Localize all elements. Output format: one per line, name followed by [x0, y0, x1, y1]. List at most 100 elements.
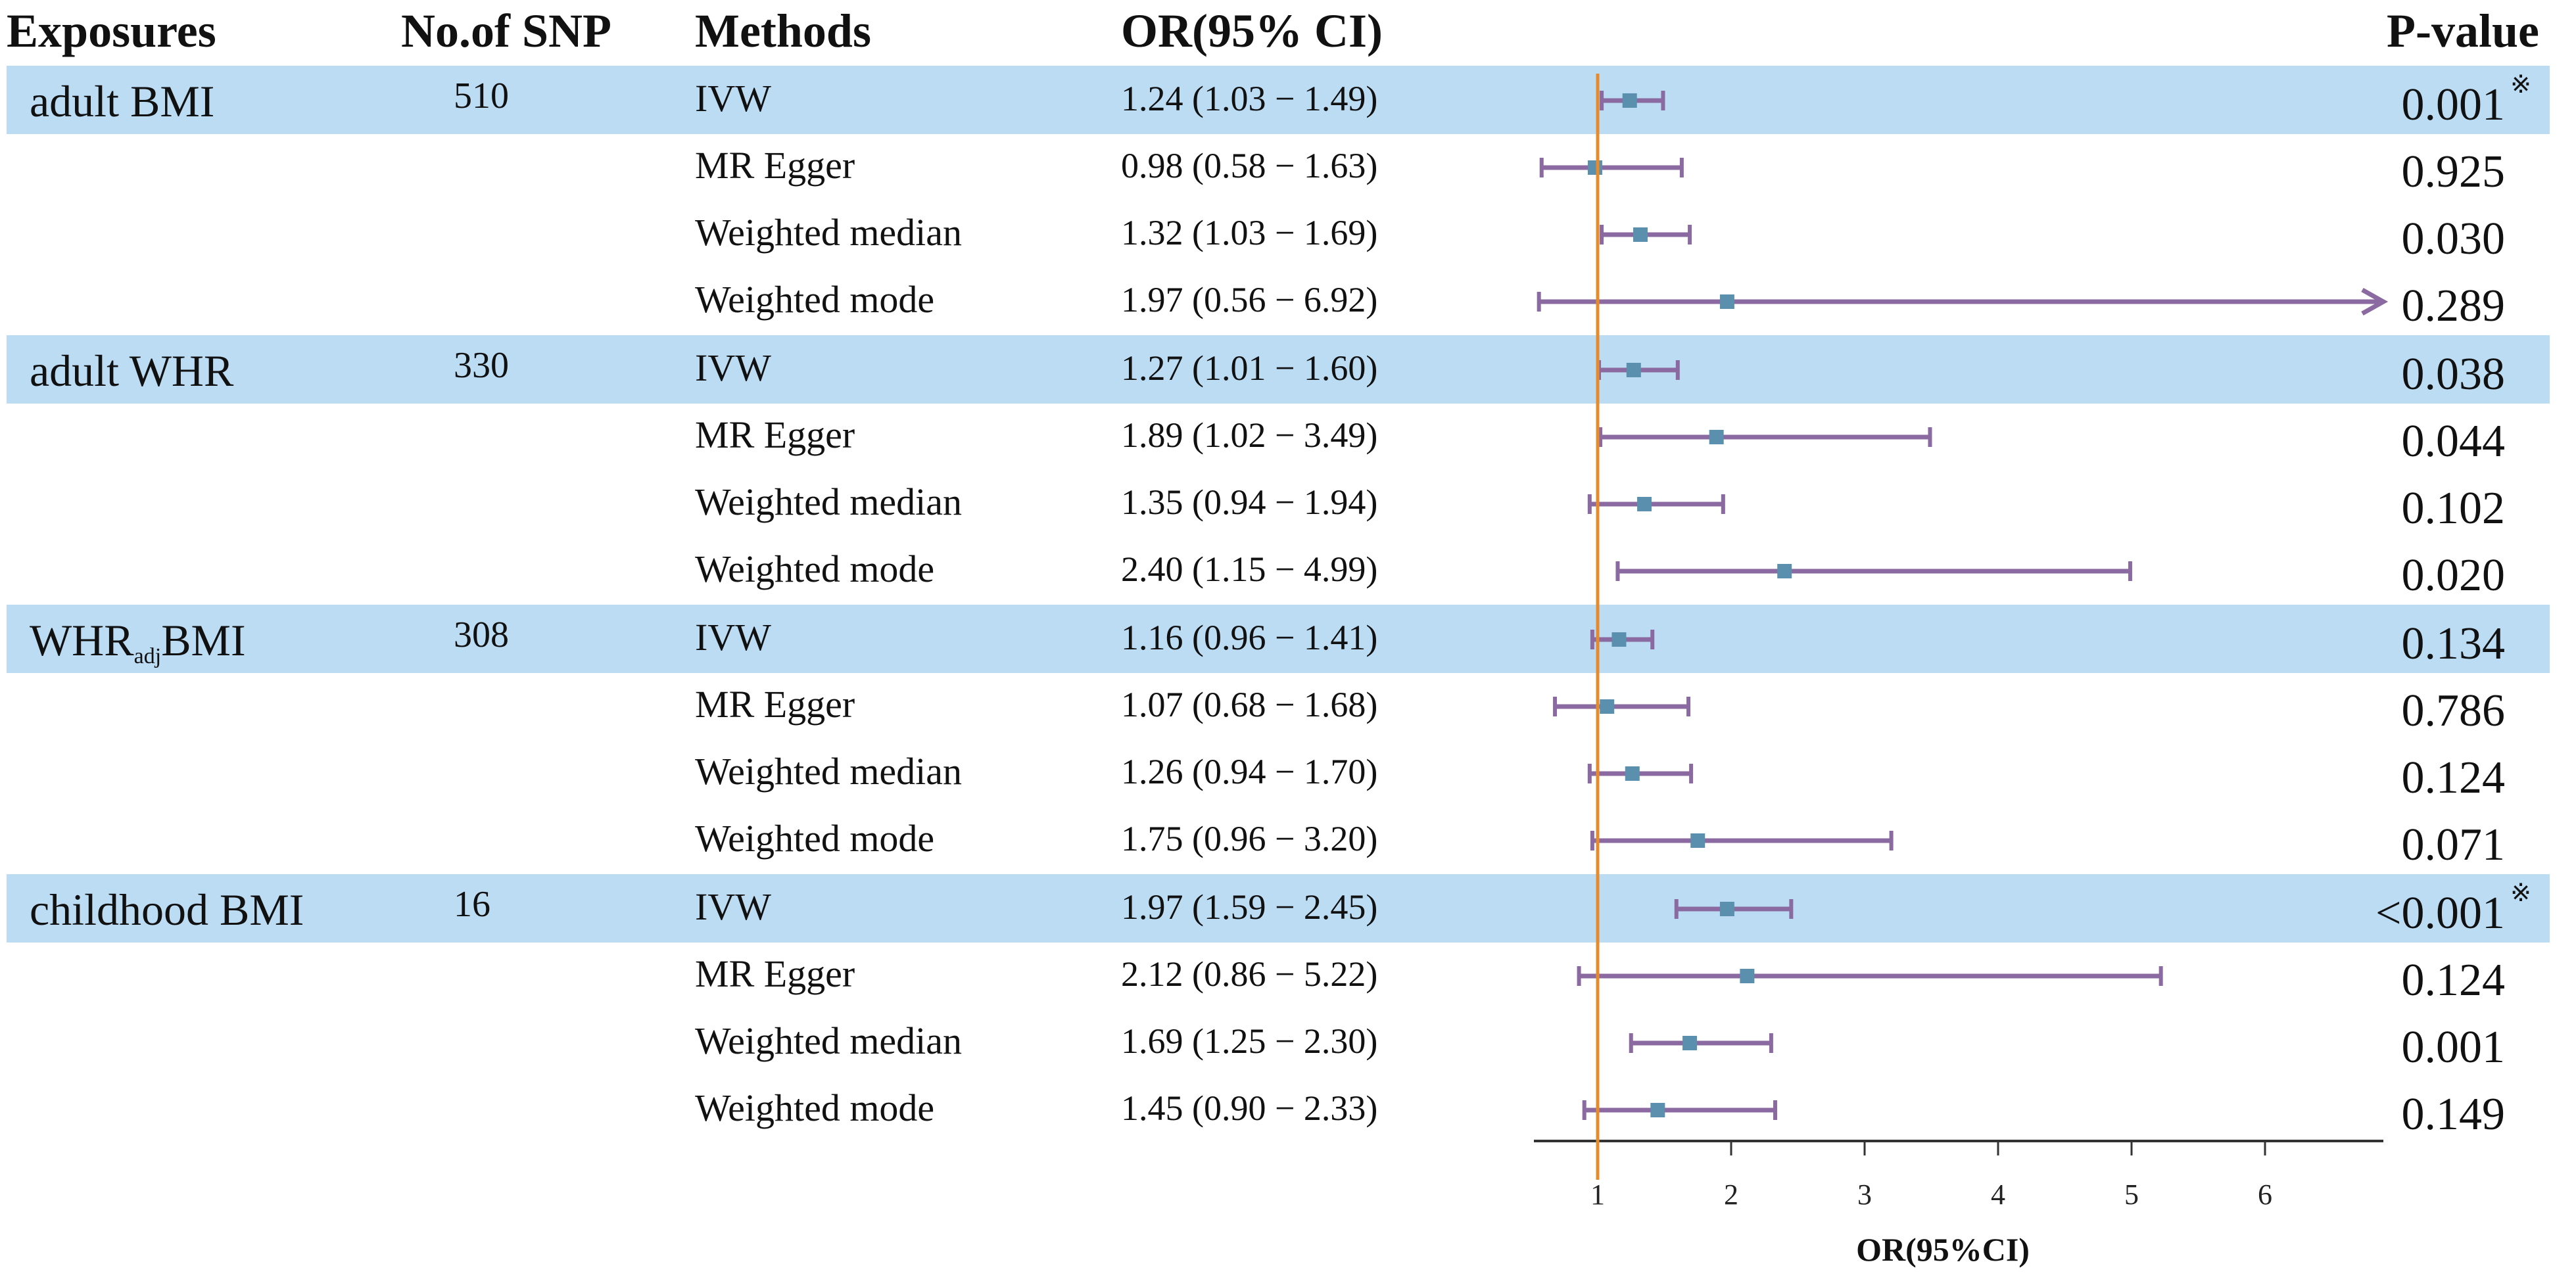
method-label: IVW — [695, 616, 771, 659]
or-ci-value: 1.26 (0.94 − 1.70) — [1121, 752, 1378, 791]
p-value: 0.102 — [2401, 483, 2506, 534]
or-point — [1719, 294, 1734, 309]
x-axis-title: OR(95%CI) — [1856, 1231, 2030, 1268]
method-label: MR Egger — [695, 683, 855, 726]
method-label: IVW — [695, 77, 771, 120]
or-ci-value: 2.40 (1.15 − 4.99) — [1121, 549, 1378, 589]
or-point — [1719, 902, 1734, 916]
or-ci-value: 1.75 (0.96 − 3.20) — [1121, 819, 1378, 858]
table-row: MR Egger 2.12 (0.86 − 5.22) 0.124 — [0, 943, 2576, 1010]
exposure-label-subscript: adj — [133, 644, 162, 668]
exposure-label: adult BMI — [30, 76, 215, 126]
or-ci-value: 2.12 (0.86 − 5.22) — [1121, 954, 1378, 994]
table-row: MR Egger 1.89 (1.02 − 3.49) 0.044 — [0, 404, 2576, 471]
x-axis-tick-label: 6 — [2258, 1178, 2272, 1211]
or-point — [1709, 430, 1724, 444]
p-value: 0.289 — [2401, 281, 2506, 331]
or-ci-value: 1.89 (1.02 − 3.49) — [1121, 415, 1378, 455]
p-value: 0.044 — [2401, 416, 2506, 467]
method-label: Weighted median — [695, 480, 963, 523]
table-row: WHRadjBMI 308 IVW 1.16 (0.96 − 1.41) 0.1… — [0, 606, 2576, 673]
p-value: 0.149 — [2401, 1089, 2506, 1140]
or-ci-value: 0.98 (0.58 − 1.63) — [1121, 146, 1378, 185]
method-label: IVW — [695, 885, 771, 928]
or-ci-value: 1.45 (0.90 − 2.33) — [1121, 1088, 1378, 1128]
header-exposures: Exposures — [7, 5, 216, 57]
table-row: adult WHR 330 IVW 1.27 (1.01 − 1.60) 0.0… — [0, 337, 2576, 404]
or-ci-value: 1.97 (1.59 − 2.45) — [1121, 887, 1378, 927]
method-label: MR Egger — [695, 144, 855, 187]
exposure-label: WHRadjBMI — [30, 611, 246, 686]
ci-truncation-arrow — [2361, 287, 2389, 316]
or-point — [1777, 564, 1792, 578]
header-orci: OR(95% CI) — [1121, 5, 1383, 57]
table-row: Weighted mode 1.97 (0.56 − 6.92) 0.289 — [0, 268, 2576, 335]
method-label: MR Egger — [695, 413, 855, 456]
or-ci-value: 1.07 (0.68 − 1.68) — [1121, 685, 1378, 724]
table-row: adult BMI 510 IVW 1.24 (1.03 − 1.49) 0.0… — [0, 67, 2576, 134]
or-point — [1690, 833, 1705, 848]
table-row: Weighted median 1.32 (1.03 − 1.69) 0.030 — [0, 201, 2576, 268]
or-point — [1587, 160, 1602, 175]
exposure-label: adult WHR — [30, 346, 234, 396]
method-label: MR Egger — [695, 952, 855, 995]
x-axis-tick-label: 4 — [1991, 1178, 2005, 1211]
x-axis-tick-label: 1 — [1590, 1178, 1605, 1211]
header-methods: Methods — [695, 5, 871, 57]
table-row: childhood BMI 16 IVW 1.97 (1.59 − 2.45) … — [0, 875, 2576, 943]
group-band-childhood-bmi — [7, 874, 2550, 943]
p-value: 0.134 — [2401, 618, 2506, 669]
p-value: 0.038 — [2401, 349, 2506, 400]
or-ci-value: 1.97 (0.56 − 6.92) — [1121, 280, 1378, 319]
header-nsnp: No.of SNP — [401, 5, 611, 57]
or-point — [1740, 969, 1755, 983]
p-value: 0.020 — [2401, 550, 2506, 601]
significance-marker: ※ — [2510, 71, 2531, 99]
group-band-adult-whr — [7, 335, 2550, 404]
p-value: 0.001 — [2401, 80, 2506, 130]
group-band-adult-bmi — [7, 66, 2550, 134]
table-row: Weighted mode 2.40 (1.15 − 4.99) 0.020 — [0, 538, 2576, 605]
p-value: 0.001 — [2401, 1022, 2506, 1073]
or-point — [1626, 363, 1641, 377]
or-ci-value: 1.24 (1.03 − 1.49) — [1121, 79, 1378, 118]
exposure-label: childhood BMI — [30, 885, 304, 935]
header-pvalue: P-value — [2387, 5, 2539, 57]
x-axis-tick-label: 2 — [1724, 1178, 1738, 1211]
table-row: Weighted mode 1.45 (0.90 − 2.33) 0.149 — [0, 1077, 2576, 1144]
exposure-label-main: WHR — [30, 615, 134, 665]
method-label: Weighted mode — [695, 817, 935, 860]
table-row: Weighted median 1.35 (0.94 − 1.94) 0.102 — [0, 471, 2576, 538]
group-band-whradjbmi — [7, 605, 2550, 673]
x-axis-tick-label: 5 — [2124, 1178, 2139, 1211]
p-value: 0.030 — [2401, 214, 2506, 264]
x-axis-tick-label: 3 — [1857, 1178, 1872, 1211]
method-label: Weighted median — [695, 750, 963, 793]
or-point — [1682, 1036, 1698, 1050]
or-point — [1611, 632, 1627, 647]
method-label: Weighted mode — [695, 278, 935, 321]
method-label: Weighted mode — [695, 547, 935, 590]
snp-count: 510 — [454, 76, 509, 116]
method-label: Weighted median — [695, 1019, 963, 1062]
p-value: 0.124 — [2401, 955, 2506, 1006]
snp-count: 308 — [454, 615, 509, 655]
snp-count: 16 — [454, 884, 490, 925]
table-row: Weighted mode 1.75 (0.96 − 3.20) 0.071 — [0, 807, 2576, 874]
or-ci-value: 1.32 (1.03 − 1.69) — [1121, 213, 1378, 252]
or-point — [1600, 699, 1615, 714]
snp-count: 330 — [454, 345, 509, 386]
table-row: Weighted median 1.69 (1.25 − 2.30) 0.001 — [0, 1010, 2576, 1077]
method-label: Weighted mode — [695, 1086, 935, 1129]
or-ci-value: 1.27 (1.01 − 1.60) — [1121, 348, 1378, 388]
or-point — [1625, 766, 1640, 781]
p-value: 0.071 — [2401, 820, 2506, 870]
exposure-label-tail: BMI — [161, 615, 246, 665]
p-value: <0.001 — [2375, 888, 2505, 939]
table-row: MR Egger 0.98 (0.58 − 1.63) 0.925 — [0, 134, 2576, 201]
p-value: 0.925 — [2401, 147, 2506, 197]
significance-marker: ※ — [2510, 879, 2531, 907]
or-ci-value: 1.35 (0.94 − 1.94) — [1121, 482, 1378, 522]
p-value: 0.124 — [2401, 753, 2506, 803]
p-value: 0.786 — [2401, 686, 2506, 736]
